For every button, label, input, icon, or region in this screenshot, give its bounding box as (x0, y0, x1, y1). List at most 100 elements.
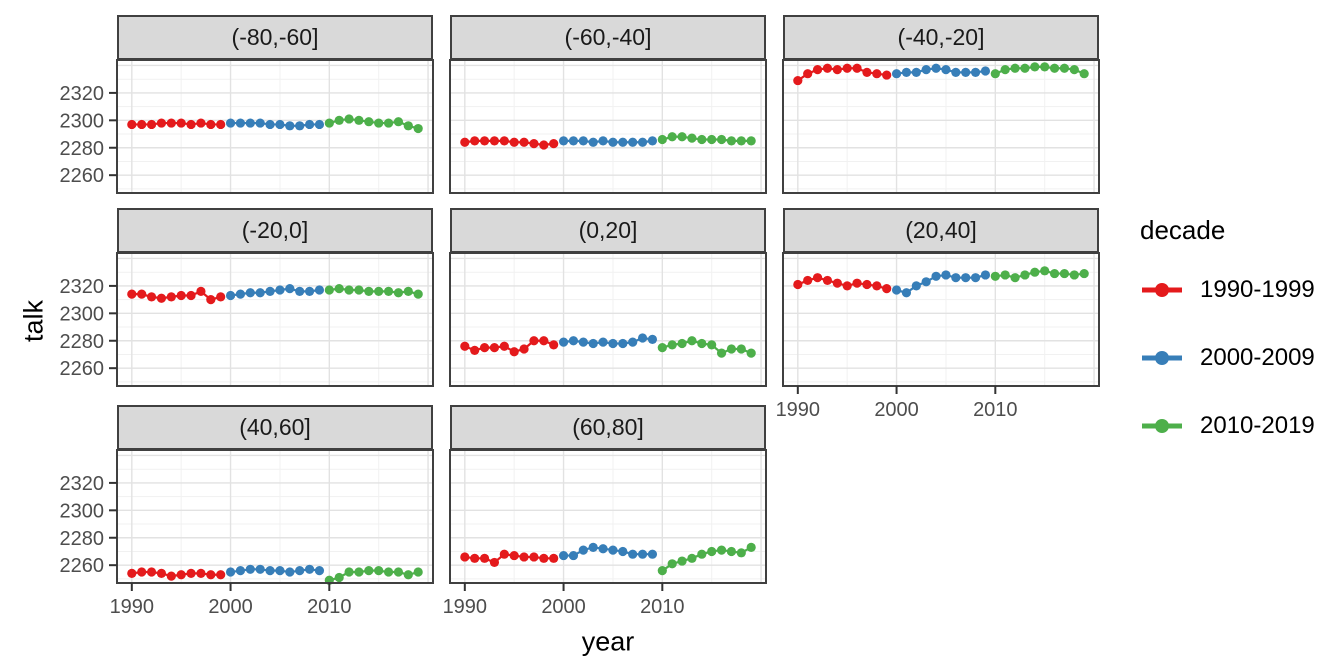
data-point (255, 564, 265, 574)
facet-strip-label: (-40,-20] (897, 24, 985, 50)
y-tick-label: 2300 (60, 303, 105, 325)
panel-background (117, 253, 433, 386)
data-point (364, 286, 374, 296)
data-point (558, 337, 569, 347)
data-point (872, 281, 882, 291)
facet-2 (782, 59, 1100, 194)
data-point (842, 63, 852, 73)
data-point (470, 345, 480, 355)
data-point (275, 566, 285, 576)
data-point (637, 333, 648, 343)
data-point (842, 281, 852, 291)
y-tick-label: 2300 (60, 110, 105, 132)
series-line (230, 121, 320, 127)
data-point (726, 136, 737, 146)
data-point (1079, 69, 1089, 79)
data-point (931, 271, 941, 281)
data-point (479, 136, 490, 146)
panel-border (782, 59, 1100, 194)
data-point (882, 284, 892, 294)
panel-background (450, 60, 766, 193)
data-point (637, 549, 648, 559)
data-point (862, 279, 872, 290)
data-point (667, 132, 677, 142)
data-point (822, 275, 833, 286)
data-point (746, 542, 756, 552)
y-tick-label: 2260 (60, 165, 105, 187)
data-point (127, 289, 137, 299)
data-point (628, 337, 638, 347)
series-line (230, 287, 320, 297)
data-point (667, 559, 677, 569)
data-point (499, 136, 509, 146)
x-tick-label: 1990 (443, 596, 488, 618)
data-point (186, 568, 196, 579)
data-point (146, 567, 157, 577)
data-point (637, 137, 648, 147)
data-point (1020, 63, 1030, 73)
x-tick-label: 1990 (776, 399, 821, 421)
series-line (896, 273, 986, 294)
data-point (598, 337, 608, 347)
data-point (687, 133, 697, 143)
data-point (235, 118, 246, 128)
data-point (961, 273, 971, 283)
data-point (255, 118, 265, 128)
data-point (413, 123, 423, 134)
series-2000-2009 (558, 542, 658, 561)
data-point (716, 348, 727, 358)
data-point (921, 64, 931, 75)
facet-strip-label: (60,80] (572, 414, 644, 440)
facet-4 (449, 252, 767, 387)
panel-border (116, 449, 434, 584)
data-point (314, 285, 325, 295)
data-point (746, 348, 756, 358)
data-point (285, 284, 295, 294)
data-point (206, 119, 216, 130)
series-line (662, 135, 752, 142)
series-2010-2019 (657, 336, 756, 358)
data-point (176, 570, 186, 580)
facet-1 (449, 59, 767, 194)
data-point (265, 286, 275, 296)
series-2000-2009 (558, 333, 658, 349)
data-point (726, 344, 737, 354)
series-2010-2019 (657, 132, 756, 146)
series-line (464, 339, 555, 353)
data-point (225, 567, 236, 577)
series-2010-2019 (324, 284, 423, 299)
data-point (374, 566, 384, 576)
data-point (1010, 63, 1020, 73)
x-tick-label: 2000 (541, 596, 586, 618)
data-point (568, 136, 579, 146)
panel-background (450, 253, 766, 386)
panel-border (782, 252, 1100, 387)
data-point (225, 118, 236, 128)
legend-entry: 2010-2019 (1140, 406, 1315, 446)
data-point (891, 285, 902, 295)
series-1990-1999 (460, 336, 559, 357)
series-2000-2009 (225, 118, 325, 131)
facet-strip-label: (40,60] (239, 414, 311, 440)
data-point (558, 136, 569, 146)
data-point (1020, 270, 1030, 280)
data-point (137, 567, 147, 577)
series-line (563, 546, 653, 557)
data-point (852, 63, 862, 73)
data-point (519, 137, 529, 147)
data-point (578, 545, 588, 555)
x-tick-label: 2000 (874, 399, 919, 421)
panel-border (449, 252, 767, 387)
data-point (803, 275, 813, 286)
y-tick-label: 2280 (60, 331, 105, 353)
data-point (1040, 62, 1050, 72)
y-tick-label: 2260 (60, 555, 105, 577)
series-1990-1999 (460, 549, 559, 568)
data-point (793, 75, 803, 86)
data-point (364, 117, 374, 127)
legend-entry: 1990-1999 (1140, 270, 1315, 310)
data-point (568, 550, 579, 561)
legend-key-glyph (1155, 419, 1169, 433)
facet-strip: (-40,-20] (783, 15, 1099, 60)
